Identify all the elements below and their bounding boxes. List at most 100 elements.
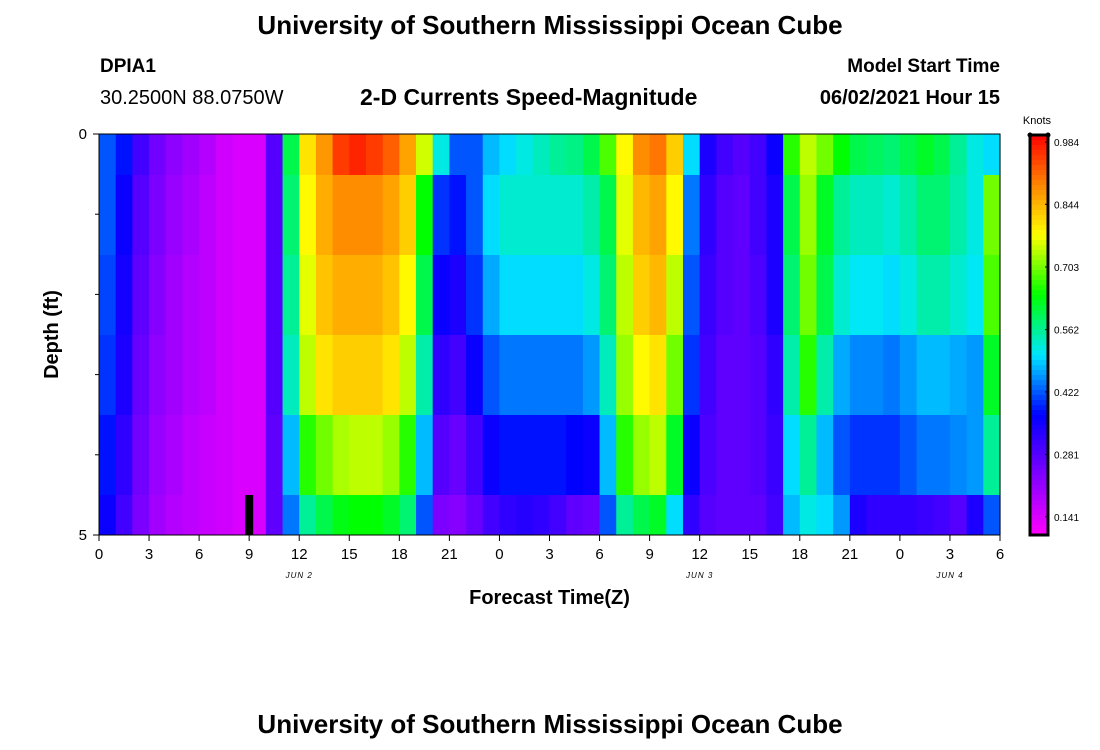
heatmap-cell: [783, 415, 801, 495]
heatmap-cell: [883, 175, 901, 255]
heatmap-cell: [249, 134, 267, 175]
heatmap-cell: [866, 255, 884, 335]
heatmap-cell: [315, 495, 334, 535]
heatmap-cell: [783, 335, 801, 415]
heatmap-cell: [165, 495, 184, 535]
heatmap-cell: [149, 255, 167, 335]
heatmap-cell: [482, 335, 501, 415]
heatmap-cell: [883, 415, 901, 495]
heatmap-cell: [899, 335, 918, 415]
x-tick-label: 3: [545, 546, 553, 563]
heatmap-cell: [549, 415, 567, 495]
heatmap-cell: [883, 495, 901, 535]
heatmap-cell: [849, 495, 868, 535]
heatmap-cell: [365, 255, 384, 335]
heatmap-cell: [849, 134, 868, 175]
heatmap-cell: [833, 335, 851, 415]
heatmap-cell: [315, 134, 334, 175]
model-start-value: 06/02/2021 Hour 15: [819, 87, 1000, 109]
heatmap-cell: [315, 415, 334, 495]
heatmap-cell: [315, 255, 334, 335]
heatmap-cell: [299, 175, 317, 255]
heatmap-cell: [249, 495, 267, 535]
heatmap-cell: [349, 255, 367, 335]
x-tick-label: 15: [741, 546, 758, 563]
heatmap-cell: [132, 335, 150, 415]
colorbar-segment: [1030, 500, 1048, 506]
colorbar-segment: [1030, 525, 1048, 531]
heatmap-cell: [966, 134, 984, 175]
y-tick-label: 0: [79, 126, 87, 143]
heatmap-cell: [382, 175, 400, 255]
heatmap-cell: [215, 495, 234, 535]
heatmap-cell: [516, 255, 534, 335]
heatmap-cell: [265, 175, 284, 255]
heatmap-cell: [349, 415, 367, 495]
heatmap-cell: [716, 335, 734, 415]
x-tick-label: 6: [595, 546, 603, 563]
heatmap-cell: [432, 134, 450, 175]
heatmap-cell: [182, 255, 200, 335]
heatmap-cell: [949, 134, 968, 175]
heatmap-cell: [616, 175, 634, 255]
heatmap-cell: [349, 495, 367, 535]
heatmap-cell: [499, 495, 517, 535]
heatmap-cell: [149, 175, 167, 255]
heatmap-cell: [299, 255, 317, 335]
x-tick-label: 9: [645, 546, 653, 563]
x-tick-label: 0: [495, 546, 503, 563]
heatmap-cell: [749, 255, 768, 335]
heatmap-cell: [916, 255, 934, 335]
heatmap-cell: [232, 335, 250, 415]
heatmap-cell: [616, 255, 634, 335]
heatmap-cell: [649, 495, 667, 535]
heatmap-cell: [499, 175, 517, 255]
heatmap-cell: [933, 495, 951, 535]
colorbar-title: Knots: [1023, 115, 1052, 127]
heatmap-cell: [215, 255, 234, 335]
heatmap-cell: [282, 175, 300, 255]
colorbar-segment: [1030, 470, 1048, 476]
heatmap-cell: [532, 175, 551, 255]
colorbar-segment: [1030, 490, 1048, 496]
colorbar-segment: [1030, 330, 1048, 336]
heatmap-cell: [733, 495, 751, 535]
heatmap-cell: [416, 134, 434, 175]
heatmap-cell: [449, 415, 467, 495]
heatmap-cell: [632, 495, 651, 535]
heatmap-cell: [632, 175, 651, 255]
colorbar-corner-dot: [1045, 132, 1051, 138]
colorbar-segment: [1030, 390, 1048, 396]
heatmap-cell: [282, 415, 300, 495]
station-id: DPIA1: [100, 56, 156, 77]
heatmap-cell: [749, 134, 768, 175]
heatmap-cell: [616, 134, 634, 175]
heatmap-cell: [399, 415, 417, 495]
colorbar-segment: [1030, 305, 1048, 311]
heatmap-cell: [432, 335, 450, 415]
heatmap-cell: [182, 415, 200, 495]
heatmap-cell: [949, 415, 968, 495]
heatmap-cell: [232, 175, 250, 255]
heatmap-cell: [115, 175, 133, 255]
colorbar-segment: [1030, 365, 1048, 371]
heatmap-cell: [399, 175, 417, 255]
heatmap-cell: [849, 255, 868, 335]
heatmap-cell: [466, 335, 484, 415]
colorbar-segment: [1030, 310, 1048, 316]
heatmap-cell: [649, 134, 667, 175]
x-axis: 0 3 6 9 12 15 18 21 0 3 6 9 12 15 18 21 0 3 6 JUN 2 JUN 3 JUN…: [95, 535, 1004, 580]
x-tick-label: 3: [946, 546, 954, 563]
heatmap-cell: [582, 175, 601, 255]
heatmap-cell: [699, 335, 717, 415]
heatmap-cell: [566, 415, 584, 495]
heatmap-cell: [165, 415, 184, 495]
heatmap-cell: [232, 134, 250, 175]
heatmap-cell: [449, 134, 467, 175]
colorbar-segment: [1030, 460, 1048, 466]
heatmap-cell: [115, 415, 133, 495]
date-label: JUN 2: [285, 571, 313, 580]
heatmap-cell: [949, 335, 968, 415]
heatmap-cell: [699, 415, 717, 495]
heatmap-cell: [616, 335, 634, 415]
